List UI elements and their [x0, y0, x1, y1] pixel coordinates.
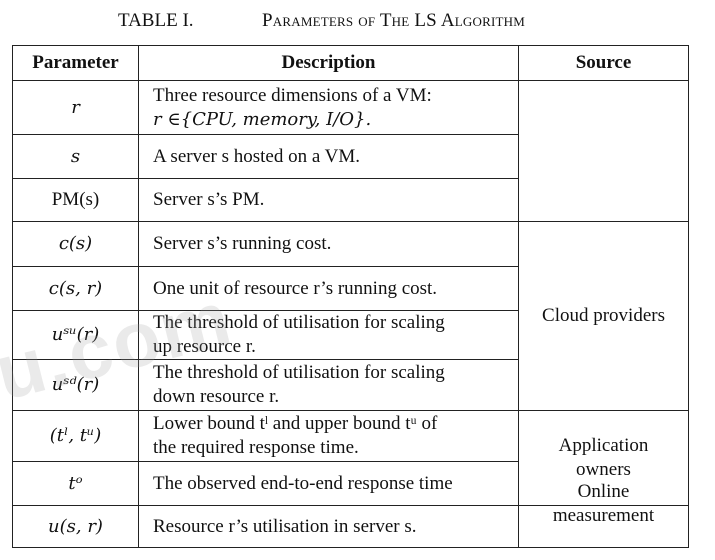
source-online-measurement-label: Online measurement [519, 460, 688, 547]
table-caption: TABLE I. Parameters of The LS Algorithm [0, 8, 715, 36]
description-line: The threshold of utilisation for scaling [153, 362, 445, 383]
param-cell: (tˡ, tᵘ) [49, 425, 102, 446]
description-cell: Lower bound tˡ and upper bound tᵘ of the… [13, 411, 518, 461]
param-cell: c(s, r) [48, 277, 103, 299]
header-divider [13, 80, 688, 82]
row-divider [13, 310, 519, 312]
description-line: Lower bound tˡ and upper bound tᵘ of [153, 413, 438, 434]
row-divider [13, 461, 519, 463]
row-divider [13, 359, 519, 361]
description-cell: Server s’s running cost. [13, 222, 518, 266]
source-label: owners [576, 459, 631, 480]
description-line: One unit of resource r’s running cost. [153, 277, 438, 299]
param-cell: tᵒ [68, 472, 83, 494]
col-divider-2 [518, 46, 520, 547]
param-cell: uˢᵈ(r) [51, 374, 100, 395]
description-cell: The threshold of utilisation for scaling… [13, 360, 518, 410]
description-line: the required response time. [153, 437, 359, 458]
table-title: Parameters of The LS Algorithm [262, 10, 525, 31]
description-line: The observed end-to-end response time [153, 472, 453, 494]
header-parameter: Parameter [32, 52, 119, 73]
description-line: A server s hosted on a VM. [153, 145, 361, 167]
row-divider [13, 134, 519, 136]
col-divider-1 [138, 46, 140, 547]
param-cell: uˢᵘ(r) [51, 324, 100, 345]
row-divider [13, 266, 519, 268]
description-line: down resource r. [153, 386, 280, 407]
row-divider [13, 505, 688, 507]
header-description: Description [281, 52, 376, 73]
table-label: TABLE I. [118, 10, 194, 31]
row-divider [13, 178, 519, 180]
description-line: r ∈{CPU, memory, I/O}. [153, 108, 372, 130]
description-cell: Server s’s PM. [13, 179, 518, 221]
param-cell: c(s) [58, 233, 93, 254]
description-cell: The observed end-to-end response time [13, 462, 518, 505]
row-divider [13, 410, 688, 412]
parameters-table: Parameter Description Source r Three res… [12, 45, 689, 548]
description-line: up resource r. [153, 336, 256, 357]
description-line: Three resource dimensions of a VM: [153, 84, 432, 106]
description-cell: A server s hosted on a VM. [13, 135, 518, 178]
source-label: Online [577, 480, 630, 502]
source-label: Application [558, 435, 649, 456]
description-line: Server s’s running cost. [153, 233, 332, 254]
param-cell: s [70, 145, 81, 167]
source-label: measurement [552, 504, 655, 526]
description-line: The threshold of utilisation for scaling [153, 312, 445, 333]
source-cloud-providers: Cloud providers [519, 222, 688, 410]
header-source: Source [575, 52, 632, 73]
source-label: Cloud providers [542, 305, 665, 326]
description-line: Resource r’s utilisation in server s. [153, 515, 417, 537]
param-cell: PM(s) [51, 189, 100, 210]
description-cell: One unit of resource r’s running cost. [13, 267, 518, 310]
row-divider [13, 221, 688, 223]
description-line: Server s’s PM. [153, 189, 265, 210]
source-application-owners: Application owners [519, 411, 688, 505]
param-cell: r [71, 96, 80, 118]
description-cell: Three resource dimensions of a VM: r ∈{C… [13, 81, 518, 134]
description-cell: Resource r’s utilisation in server s. [13, 506, 518, 547]
description-cell: The threshold of utilisation for scaling… [13, 311, 518, 359]
param-cell: u(s, r) [48, 515, 103, 537]
